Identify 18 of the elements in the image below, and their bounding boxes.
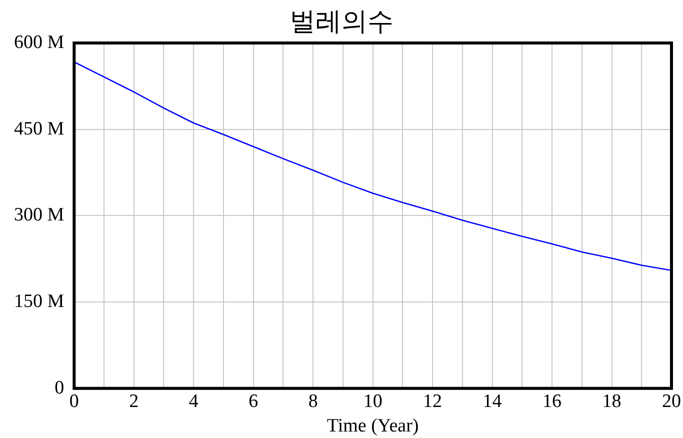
- x-tick-label: 16: [542, 390, 562, 412]
- x-tick-label: 6: [248, 390, 258, 412]
- x-axis-title: Time (Year): [326, 416, 419, 437]
- x-tick-label: 20: [662, 390, 681, 412]
- x-tick-label: 0: [69, 390, 79, 412]
- y-tick-label: 0: [54, 377, 64, 398]
- y-tick-label: 300 M: [14, 204, 64, 226]
- x-tick-label: 14: [482, 390, 502, 412]
- y-tick-label: 450 M: [14, 118, 64, 140]
- y-tick-label: 600 M: [14, 32, 64, 53]
- x-tick-label: 8: [308, 390, 318, 412]
- x-tick-label: 12: [423, 390, 442, 412]
- x-tick-label: 10: [363, 390, 382, 412]
- x-tick-label: 4: [188, 390, 199, 412]
- y-tick-label: 150 M: [14, 291, 64, 312]
- x-tick-label: 18: [602, 390, 622, 412]
- x-tick-label: 2: [129, 390, 139, 412]
- chart-title: 벌레의수: [290, 7, 394, 37]
